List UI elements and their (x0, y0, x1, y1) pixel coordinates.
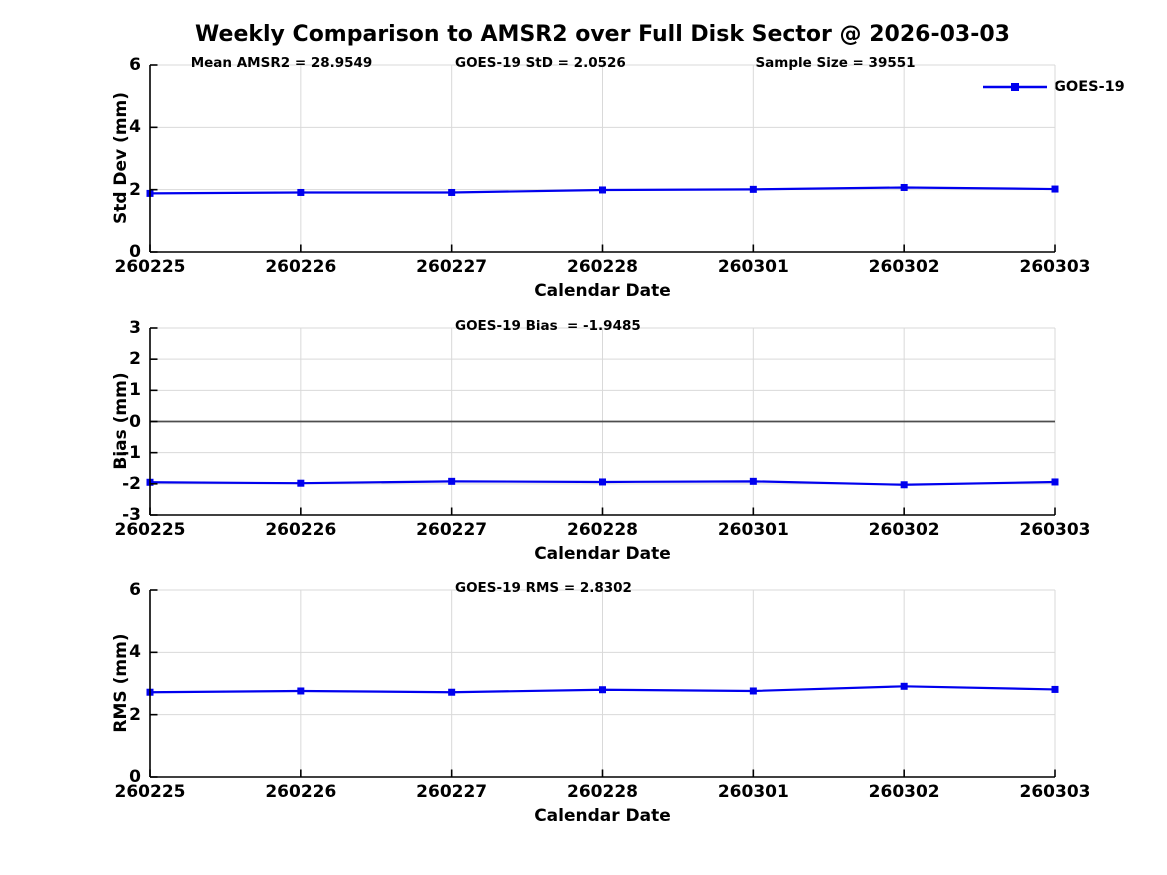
stat-annotation: Sample Size = 39551 (755, 55, 916, 71)
data-point-marker (749, 477, 757, 485)
plot-area (146, 64, 1059, 253)
x-tick-label: 260301 (717, 520, 789, 540)
plot-svg-std-dev (146, 64, 1059, 253)
chart-title: Weekly Comparison to AMSR2 over Full Dis… (195, 22, 1010, 47)
x-tick-label: 260303 (1019, 257, 1091, 277)
panel-rms: RMS (mm) Calendar Date 0 2 4 6 260225 260226 2… (0, 580, 1167, 875)
y-tick-label: 6 (129, 55, 141, 75)
data-point-marker (749, 687, 757, 695)
data-point-marker (297, 479, 305, 487)
x-tick-label: 260228 (567, 520, 638, 540)
x-tick-label: 260301 (717, 782, 789, 802)
data-point-marker (599, 478, 606, 486)
x-tick-label: 260303 (1019, 520, 1091, 540)
x-tick-label: 260225 (114, 257, 186, 277)
data-point-marker (900, 682, 908, 690)
x-tick-label: 260228 (567, 257, 638, 277)
x-tick-label: 260228 (567, 782, 638, 802)
y-tick-label: 0 (129, 411, 141, 432)
x-tick-label: 260303 (1019, 782, 1091, 802)
data-point-marker (900, 183, 908, 191)
data-point-marker (297, 188, 305, 196)
x-axis-label: Calendar Date (534, 806, 671, 826)
stat-annotation: Mean AMSR2 = 28.9549 (190, 55, 373, 71)
data-point-marker (448, 688, 456, 696)
y-tick-label: 0 (129, 242, 141, 262)
x-tick-label: 260302 (868, 782, 940, 802)
data-point-marker (1051, 685, 1059, 693)
x-axis-label: Calendar Date (534, 544, 671, 564)
panel-bias: Bias (mm) Calendar Date -3 -2 -1 0 1 2 3 260225… (0, 318, 1167, 628)
y-tick-label: 2 (129, 704, 141, 725)
plot-area (146, 327, 1059, 516)
plot-svg-rms (146, 589, 1059, 778)
data-point-marker (599, 186, 606, 194)
y-tick-label: 2 (129, 349, 141, 370)
y-tick-label: 3 (129, 318, 141, 338)
data-point-marker (1051, 478, 1059, 486)
x-tick-label: 260227 (416, 257, 488, 277)
stat-annotation: GOES-19 RMS = 2.8302 (454, 580, 632, 596)
x-tick-label: 260301 (717, 257, 789, 277)
y-tick-label: -1 (122, 442, 141, 463)
y-tick-label: 4 (129, 117, 141, 138)
y-tick-label: -2 (122, 473, 141, 494)
stat-annotation: GOES-19 Bias = -1.9485 (454, 318, 641, 334)
y-tick-label: 0 (129, 767, 141, 787)
data-point-marker (1051, 185, 1059, 193)
x-tick-label: 260225 (114, 520, 186, 540)
stat-annotation: GOES-19 StD = 2.0526 (454, 55, 626, 71)
data-point-marker (900, 481, 908, 489)
legend-line-icon (983, 83, 1047, 91)
y-axis-label: Std Dev (mm) (111, 91, 131, 225)
legend: GOES-19 (983, 79, 1125, 95)
y-tick-label: -3 (122, 505, 141, 525)
data-point-marker (297, 687, 305, 695)
y-tick-label: 4 (129, 642, 141, 663)
x-tick-label: 260226 (265, 257, 337, 277)
x-tick-label: 260227 (416, 782, 488, 802)
data-point-marker (448, 477, 456, 485)
x-tick-label: 260226 (265, 782, 337, 802)
x-axis-label: Calendar Date (534, 281, 671, 301)
legend-label: GOES-19 (1054, 79, 1125, 95)
y-tick-label: 1 (129, 380, 141, 401)
x-tick-label: 260227 (416, 520, 488, 540)
x-tick-label: 260226 (265, 520, 337, 540)
x-tick-label: 260225 (114, 782, 186, 802)
x-tick-label: 260302 (868, 520, 940, 540)
data-point-marker (599, 686, 606, 694)
y-tick-label: 2 (129, 179, 141, 200)
plot-svg-bias (146, 327, 1059, 516)
data-point-marker (448, 188, 456, 196)
plot-area (146, 589, 1059, 778)
y-tick-label: 6 (129, 580, 141, 600)
x-tick-label: 260302 (868, 257, 940, 277)
panel-std-dev: Std Dev (mm) Calendar Date 0 2 4 6 260225 260… (0, 55, 1167, 365)
data-point-marker (749, 185, 757, 193)
legend-marker-icon (1011, 83, 1019, 91)
